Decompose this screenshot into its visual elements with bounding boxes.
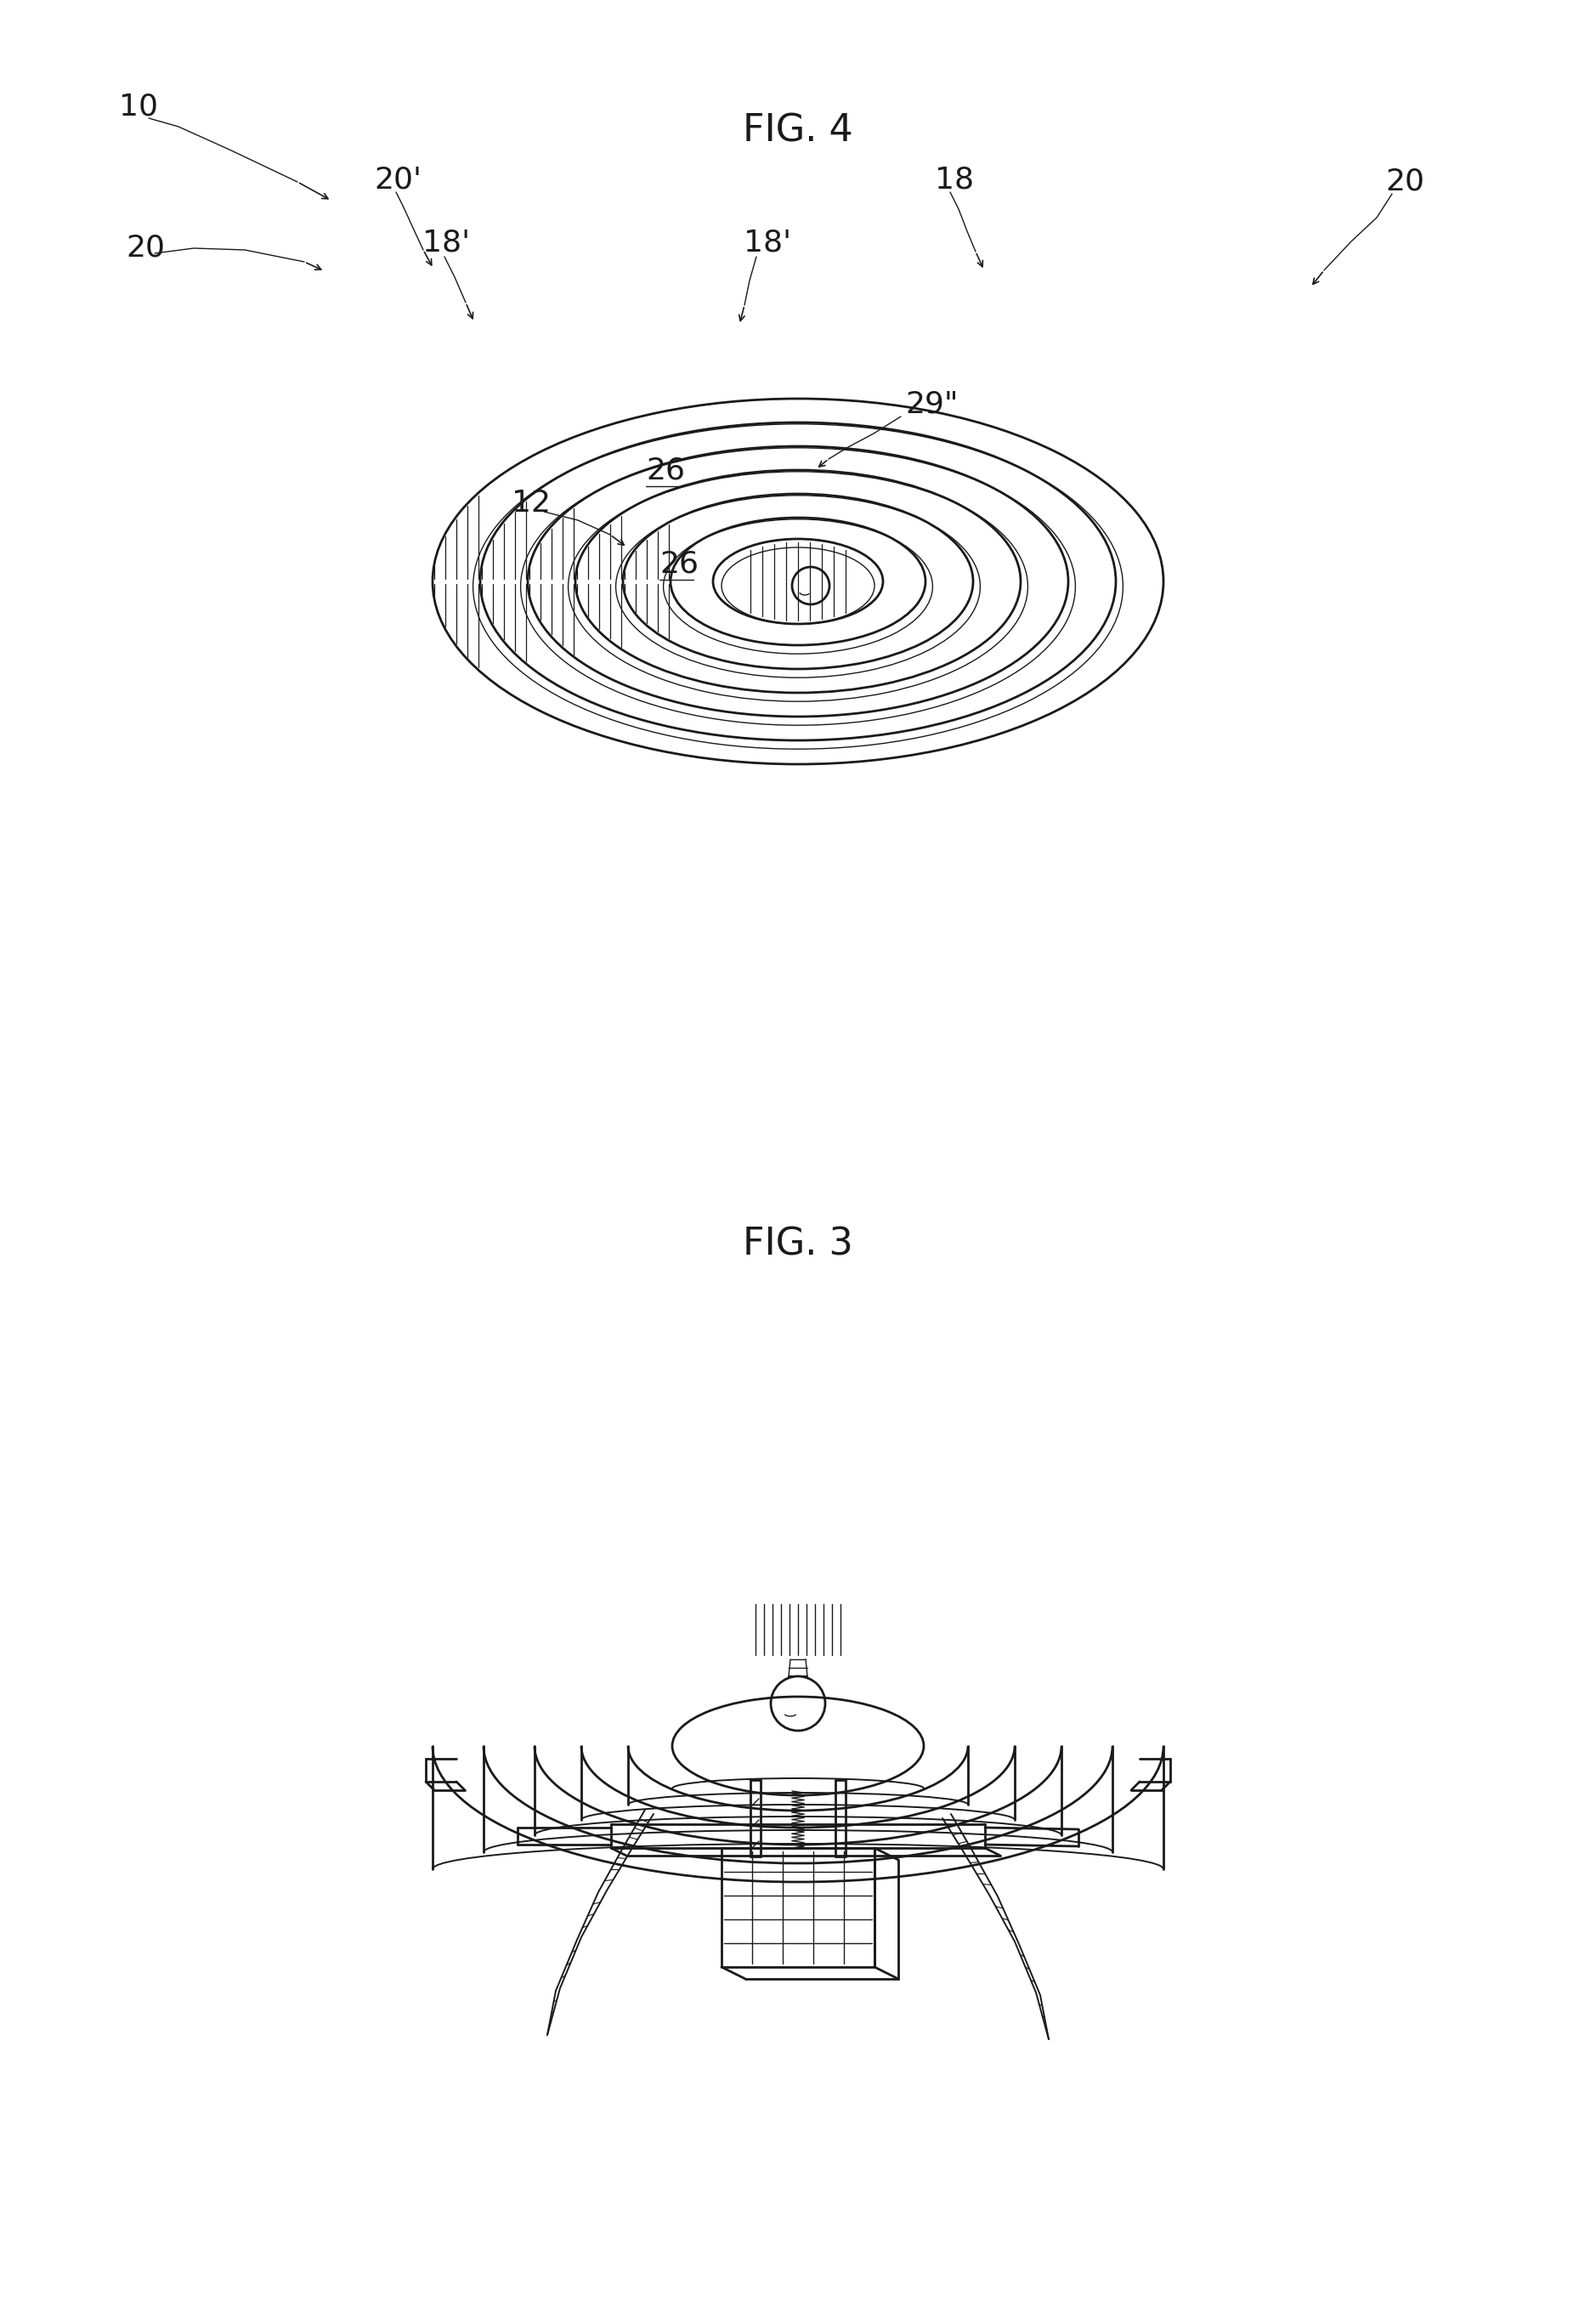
Text: 26: 26 (646, 456, 685, 486)
Text: 20: 20 (126, 235, 164, 263)
Text: FIG. 3: FIG. 3 (742, 1227, 854, 1262)
Text: 18': 18' (744, 228, 792, 258)
Text: 10: 10 (120, 93, 158, 121)
Text: 29": 29" (905, 390, 958, 418)
Text: 26: 26 (659, 551, 699, 579)
Text: 20': 20' (373, 165, 421, 195)
Text: 12: 12 (512, 488, 551, 518)
Text: 18': 18' (423, 228, 471, 258)
Text: 20: 20 (1385, 167, 1424, 195)
Text: FIG. 4: FIG. 4 (742, 112, 854, 149)
Text: 18: 18 (935, 165, 974, 195)
